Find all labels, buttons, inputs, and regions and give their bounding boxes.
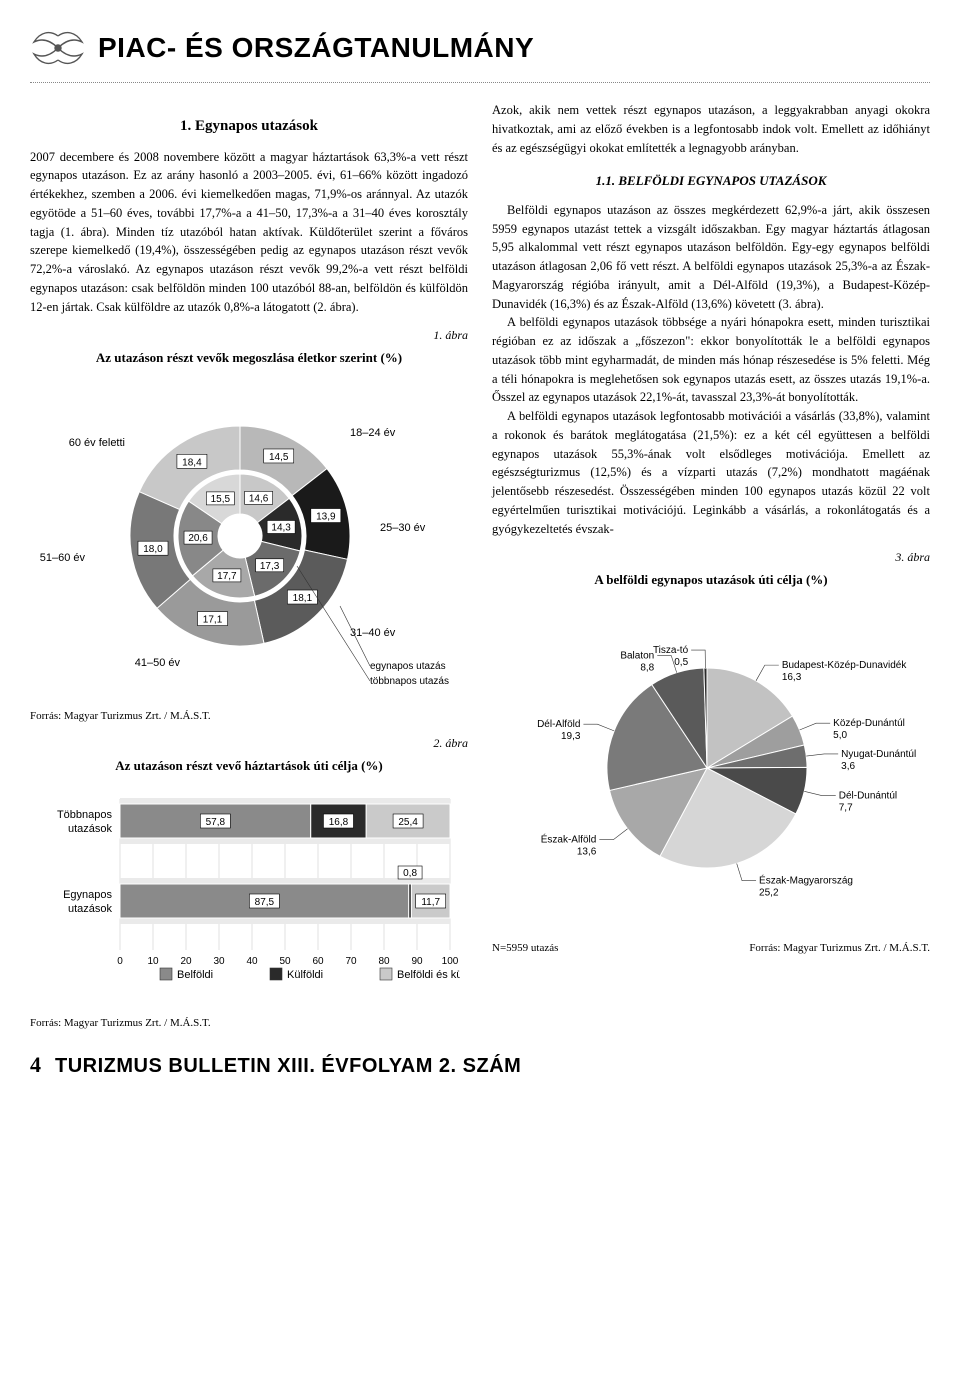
subheading-1: 1. Egynapos utazások (30, 115, 468, 138)
svg-text:57,8: 57,8 (206, 817, 226, 828)
left-para-1: 2007 decembere és 2008 novembere között … (30, 148, 468, 317)
right-para-3: A belföldi egynapos utazások többsége a … (492, 313, 930, 407)
svg-text:egynapos utazás: egynapos utazás (370, 661, 446, 672)
publication-info: TURIZMUS BULLETIN XIII. ÉVFOLYAM 2. SZÁM (55, 1055, 521, 1078)
svg-text:25,4: 25,4 (398, 817, 418, 828)
svg-text:20: 20 (180, 956, 192, 967)
svg-text:0,5: 0,5 (674, 657, 688, 668)
svg-text:3,6: 3,6 (841, 761, 855, 772)
svg-text:Dél-Alföld: Dél-Alföld (537, 719, 580, 730)
svg-text:utazások: utazások (68, 823, 113, 835)
page-footer: 4 TURIZMUS BULLETIN XIII. ÉVFOLYAM 2. SZ… (30, 1052, 930, 1078)
svg-text:19,3: 19,3 (561, 731, 581, 742)
svg-text:Egynapos: Egynapos (63, 889, 112, 901)
svg-text:Észak-Alföld: Észak-Alföld (541, 832, 597, 845)
svg-text:11,7: 11,7 (421, 897, 440, 908)
svg-text:10: 10 (147, 956, 159, 967)
svg-text:utazások: utazások (68, 903, 113, 915)
svg-text:60 év feletti: 60 év feletti (69, 437, 125, 449)
svg-text:Közép-Dunántúl: Közép-Dunántúl (833, 718, 905, 729)
svg-text:30: 30 (213, 956, 225, 967)
svg-text:90: 90 (411, 956, 423, 967)
svg-text:87,5: 87,5 (255, 897, 275, 908)
svg-text:Tisza-tó: Tisza-tó (653, 645, 689, 656)
svg-text:16,3: 16,3 (782, 672, 802, 683)
fig3-number: 3. ábra (492, 548, 930, 566)
svg-text:Külföldi: Külföldi (287, 969, 323, 981)
svg-text:18,1: 18,1 (293, 593, 313, 604)
svg-text:18–24 év: 18–24 év (350, 427, 396, 439)
fig1-number: 1. ábra (30, 326, 468, 344)
svg-text:50: 50 (279, 956, 291, 967)
svg-text:80: 80 (378, 956, 390, 967)
svg-text:Belföldi és külföldi: Belföldi és külföldi (397, 969, 460, 981)
svg-text:15,5: 15,5 (211, 494, 231, 505)
fig3-title: A belföldi egynapos utazások úti célja (… (492, 570, 930, 590)
svg-text:31–40 év: 31–40 év (350, 627, 396, 639)
svg-text:0,8: 0,8 (403, 868, 417, 879)
fig2-source: Forrás: Magyar Turizmus Zrt. / M.Á.S.T. (30, 1015, 468, 1032)
svg-text:14,5: 14,5 (269, 452, 289, 463)
left-column: 1. Egynapos utazások 2007 decembere és 2… (30, 101, 468, 1032)
fig3-note: N=5959 utazás (492, 940, 558, 957)
svg-text:14,6: 14,6 (249, 493, 269, 504)
svg-text:0: 0 (117, 956, 123, 967)
svg-text:Dél-Dunántúl: Dél-Dunántúl (839, 790, 897, 801)
svg-text:18,0: 18,0 (143, 544, 163, 555)
svg-text:25,2: 25,2 (759, 887, 779, 898)
fig3-source: Forrás: Magyar Turizmus Zrt. / M.Á.S.T. (749, 940, 930, 957)
svg-text:Többnapos: Többnapos (57, 809, 113, 821)
svg-text:70: 70 (345, 956, 357, 967)
svg-text:13,9: 13,9 (316, 511, 336, 522)
fig1-donut-chart: 14,5 18–24 év 13,9 25–30 év 18,1 31–40 év 17,1… (30, 376, 468, 702)
svg-text:8,8: 8,8 (640, 662, 654, 673)
svg-text:Észak-Magyarország: Észak-Magyarország (759, 873, 853, 886)
svg-text:100: 100 (442, 956, 459, 967)
svg-text:13,6: 13,6 (577, 846, 597, 857)
svg-text:60: 60 (312, 956, 324, 967)
svg-text:többnapos utazás: többnapos utazás (370, 676, 449, 687)
right-column: Azok, akik nem vettek részt egynapos uta… (492, 101, 930, 1032)
svg-text:40: 40 (246, 956, 258, 967)
svg-text:17,1: 17,1 (203, 614, 223, 625)
fig1-source: Forrás: Magyar Turizmus Zrt. / M.Á.S.T. (30, 708, 468, 725)
svg-text:5,0: 5,0 (833, 730, 847, 741)
svg-text:16,8: 16,8 (329, 817, 349, 828)
svg-text:Budapest-Közép-Dunavidék: Budapest-Közép-Dunavidék (782, 660, 908, 671)
svg-text:7,7: 7,7 (839, 802, 853, 813)
fig2-number: 2. ábra (30, 734, 468, 752)
two-column-layout: 1. Egynapos utazások 2007 decembere és 2… (30, 101, 930, 1032)
page-number: 4 (30, 1052, 41, 1078)
svg-text:Belföldi: Belföldi (177, 969, 213, 981)
section-heading: PIAC- ÉS ORSZÁGTANULMÁNY (98, 32, 534, 64)
svg-text:Balaton: Balaton (620, 650, 654, 661)
svg-text:41–50 év: 41–50 év (135, 657, 181, 669)
right-para-2: Belföldi egynapos utazáson az összes meg… (492, 201, 930, 314)
svg-text:18,4: 18,4 (182, 457, 202, 468)
fig2-title: Az utazáson részt vevő háztartások úti c… (30, 756, 468, 776)
svg-text:14,3: 14,3 (271, 522, 291, 533)
right-para-1: Azok, akik nem vettek részt egynapos uta… (492, 101, 930, 157)
subheading-1-1: 1.1. BELFÖLDI EGYNAPOS UTAZÁSOK (492, 171, 930, 191)
svg-text:17,3: 17,3 (260, 561, 280, 572)
svg-text:17,7: 17,7 (217, 571, 237, 582)
fig3-pie-chart: Budapest-Közép-Dunavidék16,3 Közép-Dunánt… (492, 598, 930, 934)
fig2-stacked-bar-chart: 0 10 20 30 40 50 60 70 80 90 100 Többnapos utazások 5… (30, 784, 468, 1010)
svg-text:51–60 év: 51–60 év (40, 552, 86, 564)
svg-text:25–30 év: 25–30 év (380, 522, 426, 534)
floral-decor-icon (30, 20, 86, 76)
right-para-4: A belföldi egynapos utazások legfontosab… (492, 407, 930, 538)
svg-text:20,6: 20,6 (188, 533, 208, 544)
fig1-title: Az utazáson részt vevők megoszlása életk… (30, 348, 468, 368)
svg-text:Nyugat-Dunántúl: Nyugat-Dunántúl (841, 749, 916, 760)
page-header: PIAC- ÉS ORSZÁGTANULMÁNY (30, 20, 930, 83)
